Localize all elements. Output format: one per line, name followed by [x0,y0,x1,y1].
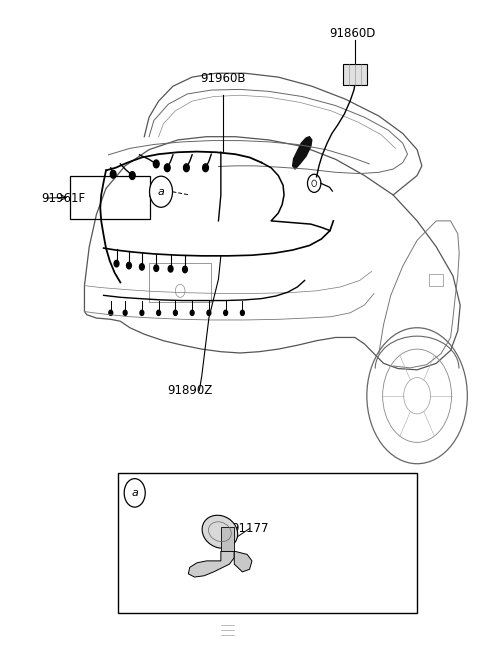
Bar [118,474,417,613]
Circle shape [130,172,135,179]
Circle shape [124,478,145,507]
Circle shape [207,310,211,315]
Circle shape [157,310,160,315]
Circle shape [173,310,177,315]
Polygon shape [293,137,312,169]
Bar [149,263,211,302]
Text: 91961F: 91961F [41,191,85,204]
Text: a: a [157,187,165,197]
Circle shape [127,262,132,269]
Bar [70,175,150,219]
Circle shape [164,164,170,172]
Bar [221,526,234,551]
Circle shape [190,310,194,315]
Circle shape [183,164,189,172]
Circle shape [168,265,173,272]
Circle shape [150,176,172,207]
Circle shape [109,310,113,315]
Text: 91890Z: 91890Z [167,384,212,397]
Circle shape [203,164,208,172]
Circle shape [140,263,144,270]
Circle shape [154,265,158,271]
Bar [343,64,367,85]
Polygon shape [188,551,234,577]
Circle shape [154,160,159,168]
Circle shape [224,310,228,315]
Bar [429,274,444,286]
Text: 91177: 91177 [231,522,268,535]
Circle shape [140,310,144,315]
Circle shape [240,310,244,315]
Circle shape [182,266,187,273]
Polygon shape [234,551,252,572]
Ellipse shape [202,515,238,548]
Text: 91960B: 91960B [201,72,246,85]
Circle shape [123,310,127,315]
Circle shape [114,260,119,267]
Text: a: a [131,488,138,498]
Circle shape [110,171,116,178]
Text: 91860D: 91860D [329,27,376,40]
